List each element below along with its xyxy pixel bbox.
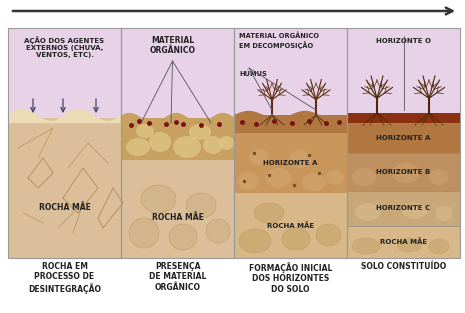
- Ellipse shape: [435, 206, 453, 221]
- Bar: [347, 28, 460, 258]
- Ellipse shape: [392, 163, 420, 183]
- Bar: [347, 153, 460, 191]
- Ellipse shape: [352, 238, 380, 254]
- Text: MATERIAL
ORGÂNICO: MATERIAL ORGÂNICO: [150, 36, 195, 55]
- Bar: [234, 28, 347, 258]
- Bar: [0, 0, 8, 313]
- Text: FORMAÇÃO INICIAL
DOS HORIZONTES
DO SOLO: FORMAÇÃO INICIAL DOS HORIZONTES DO SOLO: [249, 262, 332, 294]
- Text: AÇÃO DOS AGENTES
EXTERNOS (CHUVA,
VENTOS, ETC).: AÇÃO DOS AGENTES EXTERNOS (CHUVA, VENTOS…: [25, 36, 105, 58]
- Ellipse shape: [352, 168, 376, 186]
- Bar: [121, 118, 234, 160]
- Ellipse shape: [219, 136, 234, 150]
- Bar: [0, 258, 465, 313]
- Bar: [8, 28, 121, 258]
- Text: ROCHA MÃE: ROCHA MÃE: [380, 239, 427, 245]
- Bar: [347, 28, 460, 118]
- Ellipse shape: [169, 224, 197, 250]
- Ellipse shape: [355, 203, 381, 221]
- Ellipse shape: [237, 172, 259, 190]
- Text: HÚMUS: HÚMUS: [239, 70, 267, 76]
- Bar: [121, 28, 234, 118]
- Bar: [347, 226, 460, 258]
- Ellipse shape: [402, 203, 427, 219]
- Ellipse shape: [141, 185, 176, 213]
- Ellipse shape: [282, 228, 310, 250]
- Ellipse shape: [149, 132, 171, 152]
- Bar: [8, 28, 121, 118]
- Bar: [460, 0, 465, 313]
- Bar: [8, 118, 121, 258]
- Text: ROCHA EM
PROCESSO DE
DESINTEGRAÇÃO: ROCHA EM PROCESSO DE DESINTEGRAÇÃO: [28, 262, 101, 294]
- Text: HORIZONTE A: HORIZONTE A: [263, 160, 318, 166]
- Ellipse shape: [397, 238, 421, 252]
- Ellipse shape: [136, 124, 154, 138]
- Bar: [121, 160, 234, 258]
- Bar: [234, 115, 347, 133]
- Ellipse shape: [302, 173, 326, 191]
- Ellipse shape: [126, 138, 150, 156]
- Ellipse shape: [239, 229, 271, 253]
- Text: HORIZONTE A: HORIZONTE A: [376, 135, 431, 141]
- Bar: [347, 123, 460, 153]
- Ellipse shape: [186, 193, 216, 218]
- Ellipse shape: [326, 170, 344, 185]
- Text: MATERIAL ORGÂNICO
EM DECOMPOSIÇÃO: MATERIAL ORGÂNICO EM DECOMPOSIÇÃO: [239, 33, 319, 49]
- Ellipse shape: [429, 169, 449, 185]
- Text: HORIZONTE C: HORIZONTE C: [377, 206, 431, 212]
- Text: HORIZONTE O: HORIZONTE O: [376, 38, 431, 44]
- Bar: [347, 113, 460, 123]
- Bar: [347, 191, 460, 226]
- Ellipse shape: [173, 136, 201, 158]
- Ellipse shape: [249, 149, 269, 165]
- Ellipse shape: [316, 224, 341, 246]
- Text: HORIZONTE B: HORIZONTE B: [376, 169, 431, 175]
- Ellipse shape: [266, 168, 291, 188]
- Ellipse shape: [129, 218, 159, 248]
- Text: ROCHA MÃE: ROCHA MÃE: [267, 222, 314, 229]
- Text: ROCHA MÃE: ROCHA MÃE: [39, 203, 90, 213]
- Bar: [121, 28, 234, 258]
- Bar: [234, 133, 347, 193]
- Text: SOLO CONSTITUÍDO: SOLO CONSTITUÍDO: [361, 262, 446, 271]
- Ellipse shape: [289, 150, 311, 168]
- Ellipse shape: [254, 203, 284, 223]
- Ellipse shape: [203, 136, 223, 154]
- Bar: [234, 193, 347, 258]
- Ellipse shape: [429, 239, 449, 254]
- Text: ROCHA MÃE: ROCHA MÃE: [152, 213, 204, 223]
- Text: PRESENÇA
DE MATERIAL
ORGÂNICO: PRESENÇA DE MATERIAL ORGÂNICO: [149, 262, 206, 292]
- Ellipse shape: [189, 124, 211, 140]
- Bar: [234, 28, 347, 118]
- Ellipse shape: [206, 219, 230, 243]
